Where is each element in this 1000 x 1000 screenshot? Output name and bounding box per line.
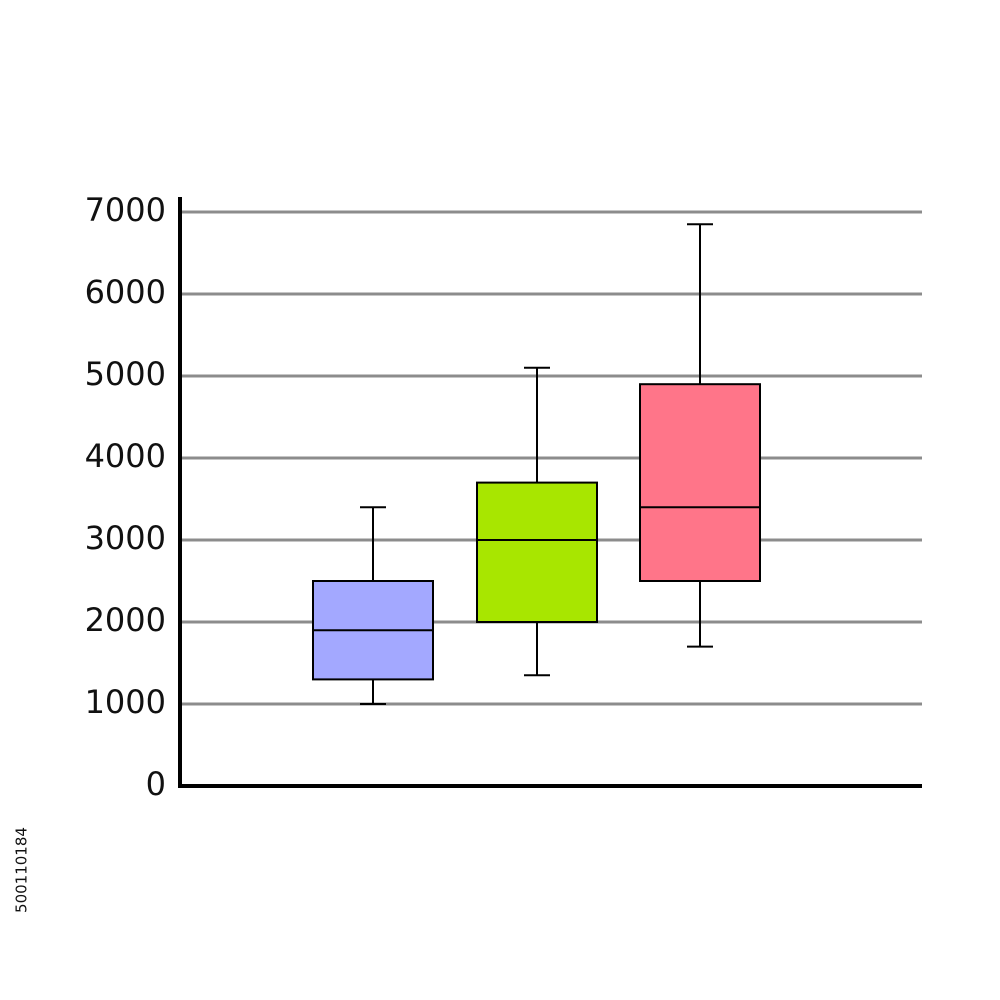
y-tick-label: 7000 (85, 191, 166, 229)
y-tick-label: 2000 (85, 601, 166, 639)
y-tick-label: 5000 (85, 355, 166, 393)
box (476, 481, 598, 623)
watermark-id: 500110184 (13, 827, 31, 913)
y-tick-label: 4000 (85, 437, 166, 475)
box (639, 383, 761, 583)
y-tick-label: 0 (146, 765, 166, 803)
y-tick-label: 3000 (85, 519, 166, 557)
y-tick-label: 1000 (85, 683, 166, 721)
y-tick-label: 6000 (85, 273, 166, 311)
